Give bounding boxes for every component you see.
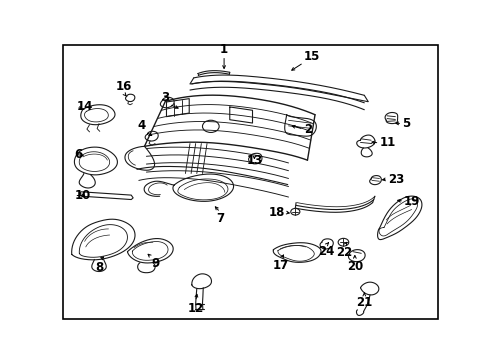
Text: 23: 23 [387, 172, 403, 185]
Text: 5: 5 [401, 117, 409, 130]
Text: 6: 6 [74, 148, 82, 161]
Text: 17: 17 [272, 260, 288, 273]
Text: 12: 12 [187, 302, 203, 315]
Text: 11: 11 [379, 136, 395, 149]
Text: 1: 1 [220, 43, 228, 56]
Text: 20: 20 [346, 260, 362, 273]
Text: 3: 3 [161, 91, 169, 104]
Text: 8: 8 [95, 261, 103, 274]
Text: 15: 15 [303, 50, 319, 63]
Text: 21: 21 [355, 296, 372, 309]
Text: 18: 18 [268, 206, 284, 219]
Text: 10: 10 [74, 189, 90, 202]
Text: 19: 19 [403, 195, 420, 208]
Text: 16: 16 [115, 80, 132, 93]
Text: 22: 22 [336, 246, 352, 259]
Text: 4: 4 [137, 119, 145, 132]
Text: 24: 24 [318, 245, 334, 258]
Text: 7: 7 [216, 212, 224, 225]
Text: 9: 9 [151, 257, 159, 270]
Text: 14: 14 [76, 100, 92, 113]
Text: 13: 13 [246, 154, 262, 167]
Text: 2: 2 [303, 123, 311, 136]
